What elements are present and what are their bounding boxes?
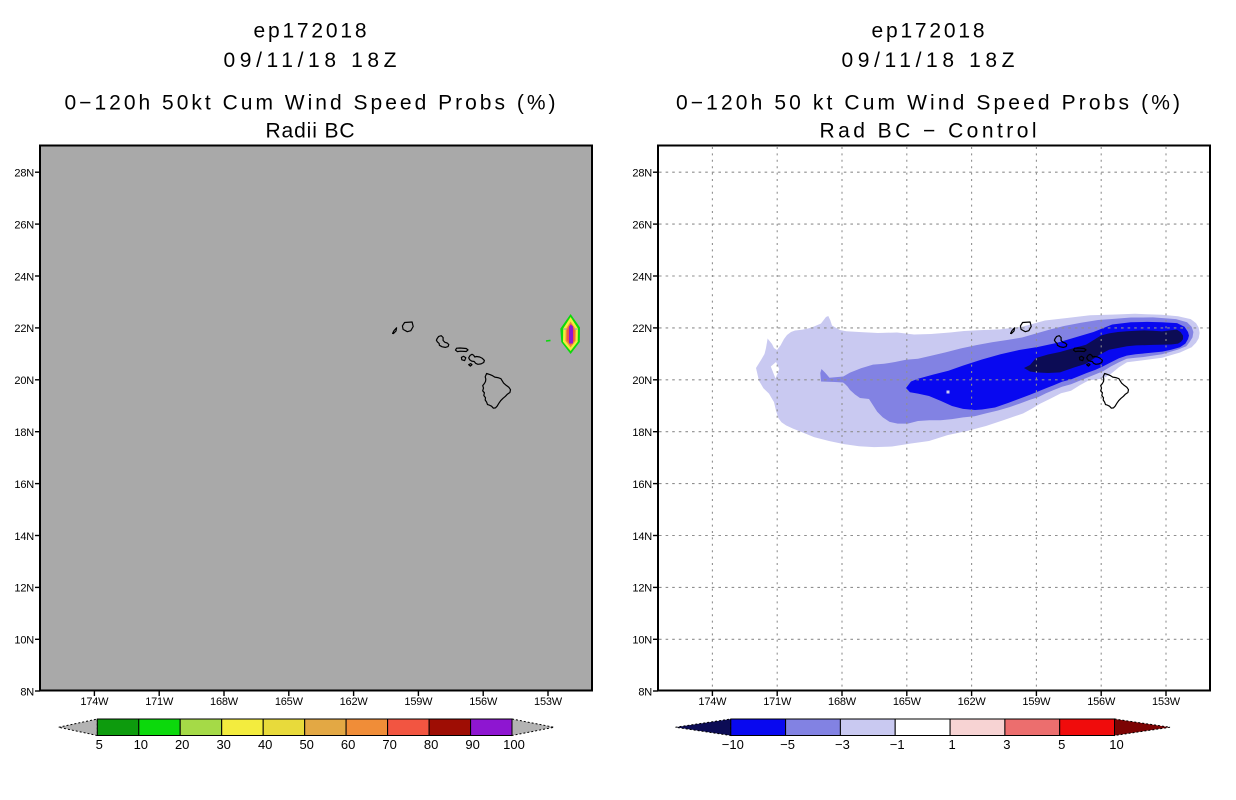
svg-text:40: 40 bbox=[258, 737, 272, 752]
svg-text:0−120h 50kt Cum Wind Speed Pro: 0−120h 50kt Cum Wind Speed Probs (%) bbox=[65, 91, 556, 114]
svg-text:10: 10 bbox=[1109, 737, 1123, 752]
svg-text:ep172018: ep172018 bbox=[872, 19, 985, 42]
svg-text:16N: 16N bbox=[632, 479, 652, 491]
svg-text:12N: 12N bbox=[632, 583, 652, 595]
svg-text:Rad BC − Control: Rad BC − Control bbox=[820, 120, 1037, 143]
svg-text:30: 30 bbox=[216, 737, 230, 752]
svg-text:12N: 12N bbox=[14, 583, 34, 595]
svg-text:8N: 8N bbox=[638, 686, 652, 698]
svg-text:18N: 18N bbox=[632, 427, 652, 439]
svg-text:168W: 168W bbox=[210, 696, 239, 708]
svg-text:1: 1 bbox=[948, 737, 955, 752]
svg-text:162W: 162W bbox=[340, 696, 369, 708]
svg-text:60: 60 bbox=[341, 737, 355, 752]
svg-text:22N: 22N bbox=[14, 323, 34, 335]
svg-text:70: 70 bbox=[382, 737, 396, 752]
svg-text:162W: 162W bbox=[958, 696, 987, 708]
svg-text:20: 20 bbox=[175, 737, 189, 752]
svg-text:14N: 14N bbox=[14, 531, 34, 543]
svg-text:10N: 10N bbox=[632, 635, 652, 647]
svg-text:171W: 171W bbox=[145, 696, 174, 708]
svg-text:80: 80 bbox=[424, 737, 438, 752]
svg-text:174W: 174W bbox=[698, 696, 727, 708]
svg-text:171W: 171W bbox=[763, 696, 792, 708]
svg-text:50: 50 bbox=[299, 737, 313, 752]
svg-text:3: 3 bbox=[1003, 737, 1010, 752]
svg-text:28N: 28N bbox=[14, 168, 34, 180]
svg-text:24N: 24N bbox=[14, 271, 34, 283]
svg-text:Radii BC: Radii BC bbox=[266, 120, 355, 143]
svg-text:0−120h 50 kt Cum Wind Speed Pr: 0−120h 50 kt Cum Wind Speed Probs (%) bbox=[676, 91, 1180, 114]
svg-text:8N: 8N bbox=[20, 686, 34, 698]
svg-text:153W: 153W bbox=[534, 696, 563, 708]
svg-text:09/11/18 18Z: 09/11/18 18Z bbox=[842, 49, 1015, 72]
svg-text:16N: 16N bbox=[14, 479, 34, 491]
svg-text:156W: 156W bbox=[1087, 696, 1116, 708]
svg-text:−3: −3 bbox=[835, 737, 850, 752]
svg-text:5: 5 bbox=[1058, 737, 1065, 752]
svg-text:09/11/18 18Z: 09/11/18 18Z bbox=[224, 49, 397, 72]
svg-text:165W: 165W bbox=[275, 696, 304, 708]
svg-text:ep172018: ep172018 bbox=[254, 19, 367, 42]
svg-text:159W: 159W bbox=[1022, 696, 1051, 708]
svg-text:174W: 174W bbox=[80, 696, 109, 708]
svg-text:156W: 156W bbox=[469, 696, 498, 708]
svg-text:−5: −5 bbox=[780, 737, 795, 752]
svg-text:14N: 14N bbox=[632, 531, 652, 543]
svg-text:10N: 10N bbox=[14, 635, 34, 647]
svg-text:100: 100 bbox=[503, 737, 525, 752]
svg-text:22N: 22N bbox=[632, 323, 652, 335]
svg-text:24N: 24N bbox=[632, 271, 652, 283]
svg-text:90: 90 bbox=[465, 737, 479, 752]
svg-text:168W: 168W bbox=[828, 696, 857, 708]
svg-text:28N: 28N bbox=[632, 168, 652, 180]
svg-text:20N: 20N bbox=[632, 375, 652, 387]
svg-text:153W: 153W bbox=[1152, 696, 1181, 708]
svg-text:165W: 165W bbox=[893, 696, 922, 708]
svg-text:10: 10 bbox=[134, 737, 148, 752]
svg-text:26N: 26N bbox=[14, 219, 34, 231]
svg-text:159W: 159W bbox=[404, 696, 433, 708]
svg-text:26N: 26N bbox=[632, 219, 652, 231]
svg-text:18N: 18N bbox=[14, 427, 34, 439]
svg-text:5: 5 bbox=[96, 737, 103, 752]
svg-text:20N: 20N bbox=[14, 375, 34, 387]
svg-text:−10: −10 bbox=[722, 737, 744, 752]
svg-text:−1: −1 bbox=[890, 737, 905, 752]
